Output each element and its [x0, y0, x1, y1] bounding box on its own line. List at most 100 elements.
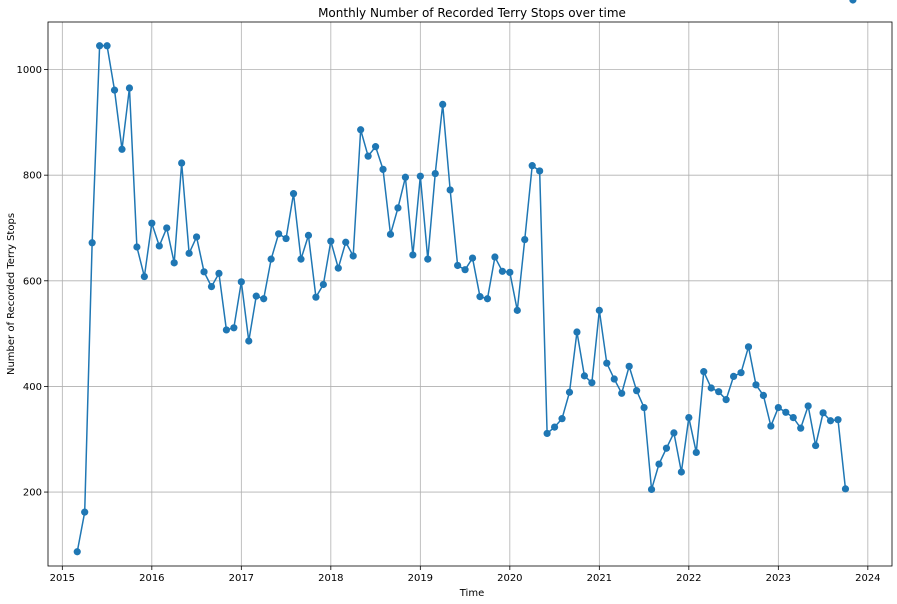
- data-point: 2016-07: 683: [193, 233, 200, 240]
- data-point: 2017-05: 641: [268, 256, 275, 263]
- data-point: 2016-05: 823: [178, 159, 185, 166]
- data-point: 2019-06: 629: [454, 262, 461, 269]
- data-point: 2019-04: 934: [439, 101, 446, 108]
- data-point: 2019-10: 566: [484, 295, 491, 302]
- data-point: 2019-03: 803: [432, 170, 439, 177]
- data-point: 2023-11: undefined: [849, 0, 856, 4]
- data-point: 2023-02: 351: [782, 409, 789, 416]
- data-point: 2019-07: 621: [461, 266, 468, 273]
- data-point: 2016-01: 709: [148, 220, 155, 227]
- data-point: 2016-12: 511: [230, 324, 237, 331]
- data-point: 2015-03: 87: [74, 548, 81, 555]
- data-point: 2022-02: 275: [693, 449, 700, 456]
- grid-lines: [48, 22, 892, 566]
- data-point: 2018-06: 836: [365, 153, 372, 160]
- data-point: 2022-11: 383: [760, 392, 767, 399]
- x-tick-label: 2020: [497, 573, 522, 584]
- data-point: 2023-05: 363: [805, 402, 812, 409]
- data-point: 2016-11: 507: [223, 326, 230, 333]
- data-point: 2020-01: 616: [506, 269, 513, 276]
- data-point: 2018-02: 624: [335, 265, 342, 272]
- data-point: 2019-12: 618: [499, 268, 506, 275]
- x-tick-label: 2015: [50, 573, 75, 584]
- data-point: 2017-08: 765: [290, 190, 297, 197]
- data-point: 2017-04: 566: [260, 295, 267, 302]
- y-tick-label: 200: [23, 488, 42, 499]
- data-point: 2023-01: 360: [775, 404, 782, 411]
- x-tick-label: 2024: [855, 573, 880, 584]
- data-point: 2017-12: 593: [320, 281, 327, 288]
- data-point: 2019-08: 643: [469, 254, 476, 261]
- plot-frame: [48, 22, 892, 566]
- x-tick-label: 2017: [229, 573, 254, 584]
- data-point: 2017-03: 571: [253, 293, 260, 300]
- data-point: 2021-05: 438: [626, 363, 633, 370]
- chart-title: Monthly Number of Recorded Terry Stops o…: [318, 6, 626, 20]
- data-point: 2020-12: 407: [588, 379, 595, 386]
- y-axis-ticks: 200 400 600 800 1000: [17, 65, 48, 499]
- data-point: 2015-06: 1045: [96, 42, 103, 49]
- data-point: 2017-06: 689: [275, 230, 282, 237]
- x-axis-label: Time: [459, 588, 484, 599]
- data-point: 2021-04: 387: [618, 390, 625, 397]
- data-point: 2020-10: 503: [573, 328, 580, 335]
- data-points: 2015-03: 87 2015-04: 162 2015-05: 672 2015-…: [74, 0, 857, 555]
- data-point: 2020-04: 818: [529, 162, 536, 169]
- data-point: 2015-05: 672: [89, 239, 96, 246]
- series-line: [77, 46, 845, 552]
- x-tick-label: 2021: [587, 573, 612, 584]
- data-point: 2017-01: 598: [238, 278, 245, 285]
- data-point: 2019-11: 645: [491, 253, 498, 260]
- data-point: 2018-11: 796: [402, 174, 409, 181]
- data-point: 2018-01: 675: [327, 238, 334, 245]
- data-point: 2015-10: 965: [126, 84, 133, 91]
- y-tick-label: 400: [23, 382, 42, 393]
- data-point: 2016-04: 634: [171, 259, 178, 266]
- data-point: 2020-08: 339: [558, 415, 565, 422]
- data-point: 2015-12: 608: [141, 273, 148, 280]
- data-point: 2023-10: 206: [842, 485, 849, 492]
- data-point: 2020-07: 323: [551, 423, 558, 430]
- data-point: 2016-10: 614: [215, 270, 222, 277]
- y-axis-label: Number of Recorded Terry Stops: [6, 213, 17, 375]
- data-point: 2018-08: 811: [379, 166, 386, 173]
- data-point: 2016-03: 700: [163, 224, 170, 231]
- data-point: 2022-01: 341: [685, 414, 692, 421]
- data-point: 2021-09: 253: [655, 460, 662, 467]
- data-point: 2015-07: 1045: [103, 42, 110, 49]
- data-point: 2021-01: 544: [596, 307, 603, 314]
- data-point: 2019-02: 641: [424, 256, 431, 263]
- data-point: 2023-06: 288: [812, 442, 819, 449]
- data-point: 2017-11: 569: [312, 294, 319, 301]
- data-point: 2021-08: 205: [648, 486, 655, 493]
- data-point: 2018-10: 738: [394, 204, 401, 211]
- data-point: 2020-11: 420: [581, 372, 588, 379]
- data-point: 2023-04: 321: [797, 425, 804, 432]
- data-point: 2019-01: 798: [417, 173, 424, 180]
- data-point: 2019-09: 570: [476, 293, 483, 300]
- data-point: 2018-12: 649: [409, 251, 416, 258]
- data-point: 2015-11: 664: [133, 243, 140, 250]
- data-point: 2017-02: 486: [245, 337, 252, 344]
- data-point: 2023-09: 337: [834, 416, 841, 423]
- data-point: 2022-04: 397: [708, 384, 715, 391]
- data-point: 2015-08: 961: [111, 87, 118, 94]
- data-point: 2020-03: 678: [521, 236, 528, 243]
- x-tick-label: 2022: [676, 573, 701, 584]
- series-line-layer: [77, 46, 845, 552]
- data-point: 2022-03: 428: [700, 368, 707, 375]
- x-tick-label: 2018: [318, 573, 343, 584]
- data-point: 2022-07: 419: [730, 373, 737, 380]
- data-point: 2021-11: 312: [670, 429, 677, 436]
- data-point: 2022-05: 390: [715, 388, 722, 395]
- data-point: 2021-02: 444: [603, 360, 610, 367]
- data-point: 2021-07: 360: [640, 404, 647, 411]
- data-point: 2022-09: 475: [745, 343, 752, 350]
- data-point: 2015-04: 162: [81, 509, 88, 516]
- data-point: 2016-06: 652: [186, 250, 193, 257]
- data-point: 2018-09: 688: [387, 231, 394, 238]
- data-point: 2017-07: 680: [282, 235, 289, 242]
- data-point: 2021-10: 283: [663, 445, 670, 452]
- x-tick-label: 2023: [766, 573, 791, 584]
